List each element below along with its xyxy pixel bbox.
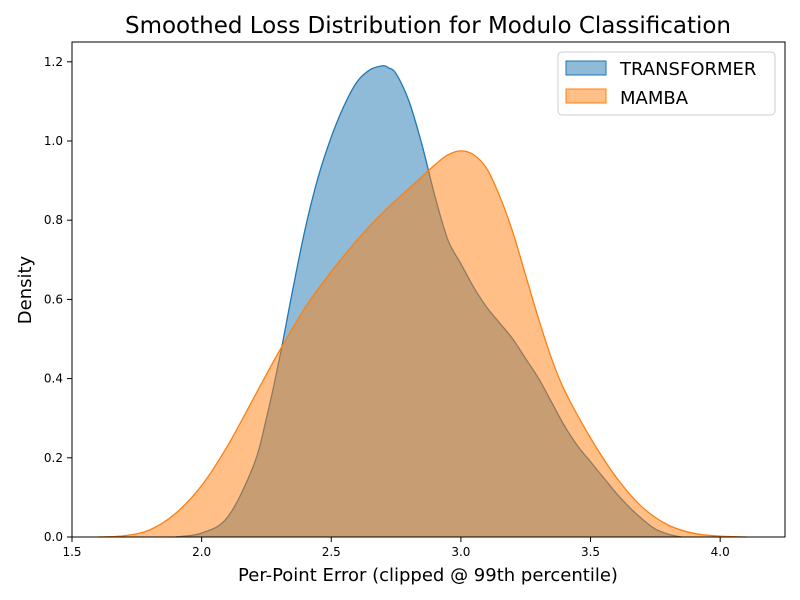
x-tick-label: 4.0 (711, 545, 730, 559)
y-tick-label: 0.0 (44, 530, 63, 544)
y-tick-label: 0.2 (44, 451, 63, 465)
x-tick-label: 1.5 (62, 545, 81, 559)
legend: TRANSFORMER MAMBA (557, 51, 776, 116)
y-tick-label: 0.6 (44, 292, 63, 306)
legend-label-transformer: TRANSFORMER (619, 59, 756, 80)
plot-frame (71, 41, 786, 538)
x-tick-label: 2.5 (322, 545, 341, 559)
y-tick-label: 1.2 (44, 55, 63, 69)
legend-swatch-mamba (565, 88, 607, 104)
y-tick-label: 0.4 (44, 372, 63, 386)
x-tick-label: 3.0 (451, 545, 470, 559)
y-tick-label: 1.0 (44, 134, 63, 148)
legend-box (557, 51, 776, 116)
x-axis: 1.5 2.0 2.5 3.0 3.5 4.0 (62, 537, 730, 559)
chart-title: Smoothed Loss Distribution for Modulo Cl… (125, 13, 731, 39)
legend-swatch-transformer (565, 60, 607, 76)
x-axis-label: Per-Point Error (clipped @ 99th percenti… (238, 565, 618, 586)
x-tick-label: 3.5 (581, 545, 600, 559)
line-mamba (97, 150, 747, 538)
y-axis-label: Density (15, 255, 36, 324)
area-mamba (97, 150, 747, 537)
y-axis: 0.0 0.2 0.4 0.6 0.8 1.0 1.2 (44, 55, 72, 544)
series-areas (97, 65, 747, 538)
legend-label-mamba: MAMBA (620, 88, 689, 109)
x-tick-label: 2.0 (192, 545, 211, 559)
y-tick-label: 0.8 (44, 213, 63, 227)
